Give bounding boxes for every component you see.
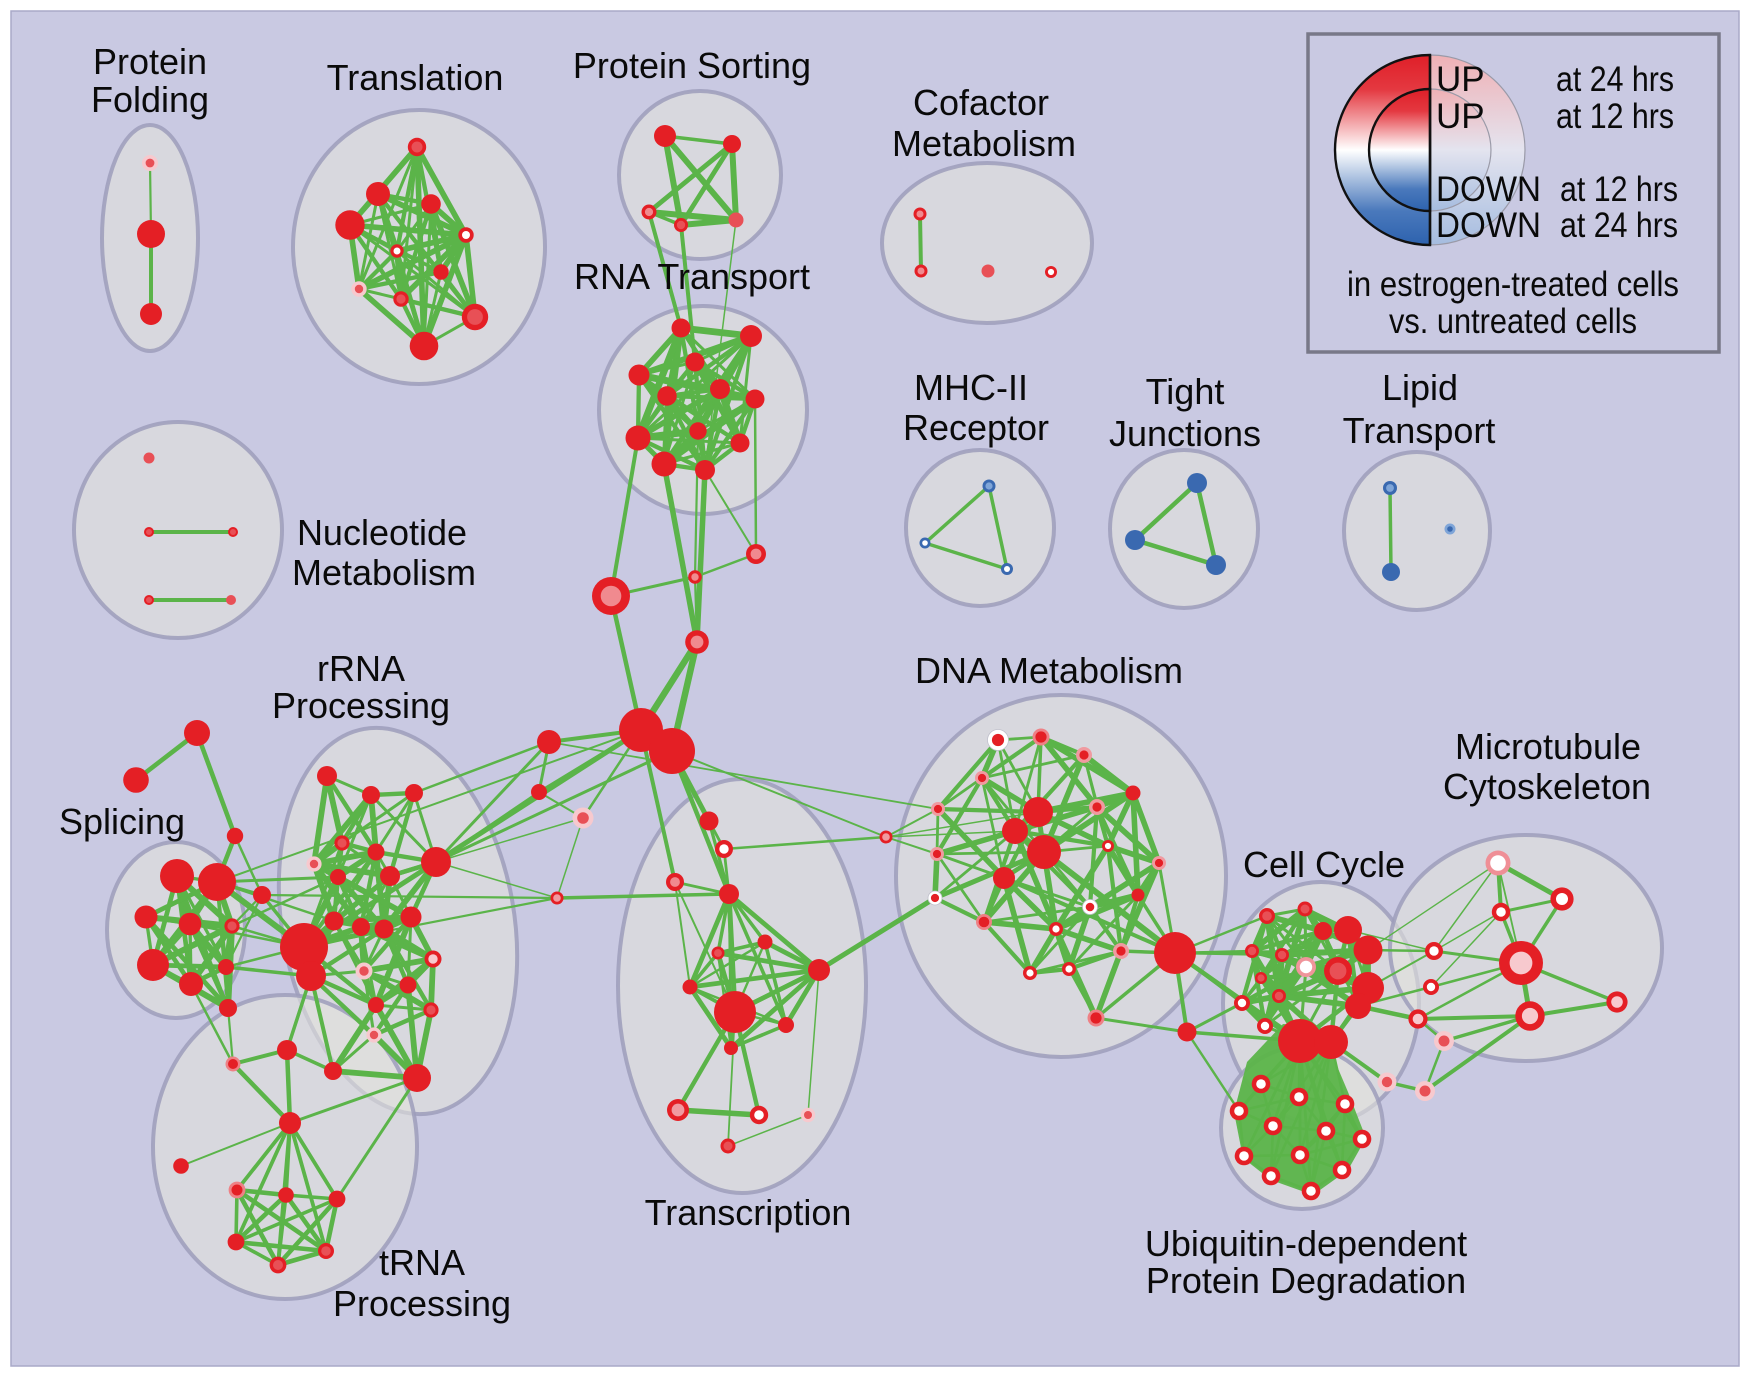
svg-text:Processing: Processing bbox=[333, 1283, 511, 1324]
svg-text:Cofactor: Cofactor bbox=[913, 82, 1049, 123]
svg-text:UP: UP bbox=[1436, 97, 1485, 136]
svg-text:Splicing: Splicing bbox=[59, 801, 185, 842]
svg-text:Lipid: Lipid bbox=[1382, 367, 1458, 408]
svg-text:Protein Degradation: Protein Degradation bbox=[1146, 1260, 1466, 1301]
svg-text:UP: UP bbox=[1436, 60, 1485, 99]
svg-text:Receptor: Receptor bbox=[903, 407, 1049, 448]
svg-text:Ubiquitin-dependent: Ubiquitin-dependent bbox=[1145, 1223, 1467, 1264]
svg-text:MHC-II: MHC-II bbox=[914, 367, 1028, 408]
svg-text:vs. untreated cells: vs. untreated cells bbox=[1389, 302, 1637, 341]
svg-text:Translation: Translation bbox=[327, 57, 504, 98]
svg-text:DOWN: DOWN bbox=[1436, 206, 1541, 245]
svg-text:Tight: Tight bbox=[1146, 371, 1225, 412]
svg-text:RNA Transport: RNA Transport bbox=[574, 256, 810, 297]
svg-text:at 12 hrs: at 12 hrs bbox=[1560, 170, 1678, 209]
svg-text:Cell Cycle: Cell Cycle bbox=[1243, 844, 1405, 885]
svg-text:Folding: Folding bbox=[91, 79, 209, 120]
svg-text:Metabolism: Metabolism bbox=[292, 552, 476, 593]
svg-text:Cytoskeleton: Cytoskeleton bbox=[1443, 766, 1651, 807]
svg-text:Junctions: Junctions bbox=[1109, 413, 1261, 454]
svg-text:at 12 hrs: at 12 hrs bbox=[1556, 97, 1674, 136]
svg-text:rRNA: rRNA bbox=[317, 648, 405, 689]
svg-text:tRNA: tRNA bbox=[379, 1242, 465, 1283]
svg-text:at 24 hrs: at 24 hrs bbox=[1560, 206, 1678, 245]
svg-text:in estrogen-treated cells: in estrogen-treated cells bbox=[1347, 265, 1679, 304]
svg-text:Microtubule: Microtubule bbox=[1455, 726, 1641, 767]
svg-text:at 24 hrs: at 24 hrs bbox=[1556, 60, 1674, 99]
svg-text:Protein Sorting: Protein Sorting bbox=[573, 45, 811, 86]
svg-text:Transcription: Transcription bbox=[645, 1192, 852, 1233]
svg-text:Transport: Transport bbox=[1343, 410, 1496, 451]
svg-text:Processing: Processing bbox=[272, 685, 450, 726]
svg-text:DOWN: DOWN bbox=[1436, 170, 1541, 209]
svg-text:Metabolism: Metabolism bbox=[892, 123, 1076, 164]
svg-text:Nucleotide: Nucleotide bbox=[297, 512, 467, 553]
svg-text:DNA Metabolism: DNA Metabolism bbox=[915, 650, 1183, 691]
svg-text:Protein: Protein bbox=[93, 41, 207, 82]
